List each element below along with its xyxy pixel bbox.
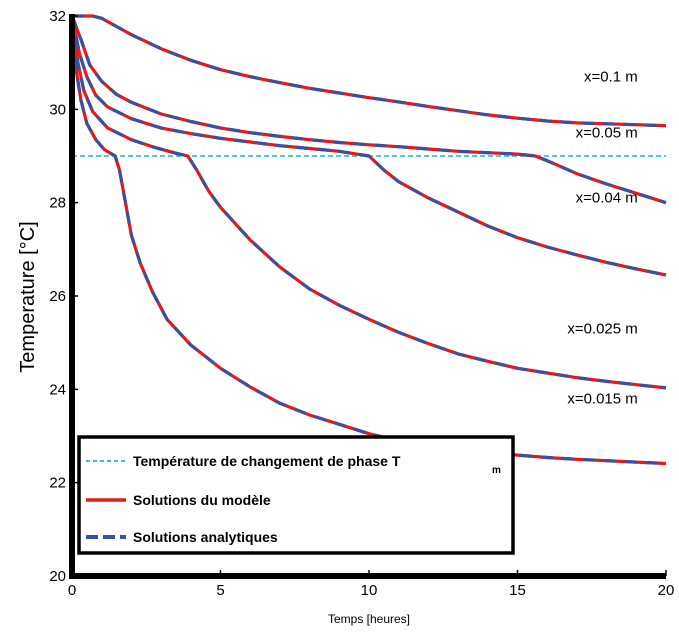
legend-label-model: Solutions du modèle xyxy=(133,492,271,508)
legend-label-tm-main: Température de changement de phase T xyxy=(133,453,401,469)
legend: Température de changement de phase T m S… xyxy=(77,435,515,555)
y-tick-label: 32 xyxy=(49,8,66,25)
series-annotation-4: x=0.025 m xyxy=(567,320,637,337)
series-model-line-1 xyxy=(72,14,667,128)
x-tick-label: 15 xyxy=(509,582,526,599)
legend-box xyxy=(77,435,515,555)
series-analytic-line-4 xyxy=(70,15,667,390)
legend-label-tm-subscript: m xyxy=(492,465,501,476)
x-tick-label: 0 xyxy=(68,582,76,599)
x-axis-title: Temps [heures] xyxy=(328,612,410,626)
series-model-line-3 xyxy=(70,15,667,277)
y-tick-label: 28 xyxy=(49,195,66,212)
series-analytic-line-1 xyxy=(72,14,667,128)
series-annotation-2: x=0.05 m xyxy=(576,124,638,141)
plot-lines xyxy=(70,14,667,466)
series-analytic-line-2 xyxy=(70,15,667,205)
legend-label-analytic: Solutions analytiques xyxy=(133,529,278,545)
x-tick-label: 10 xyxy=(361,582,378,599)
y-tick-label: 26 xyxy=(49,288,66,305)
series-analytic-line-5 xyxy=(70,15,667,466)
y-axis-title: Temperature [°C] xyxy=(17,221,39,372)
axis-ticks: 20 22 24 26 28 30 32 0 5 10 15 20 xyxy=(49,8,674,599)
y-tick-label: 22 xyxy=(49,475,66,492)
series-annotation-3: x=0.04 m xyxy=(576,190,638,207)
x-tick-label: 20 xyxy=(658,582,675,599)
series-annotation-5: x=0.015 m xyxy=(567,390,637,407)
y-tick-label: 20 xyxy=(49,568,66,585)
y-tick-label: 24 xyxy=(49,381,66,398)
x-tick-label: 5 xyxy=(216,582,224,599)
y-tick-label: 30 xyxy=(49,101,66,118)
series-annotation-1: x=0.1 m xyxy=(584,68,638,85)
series-model-line-2 xyxy=(70,15,667,205)
series-annotations: x=0.1 m x=0.05 m x=0.04 m x=0.025 m x=0.015 … xyxy=(567,68,637,407)
legend-label-tm: Température de changement de phase T xyxy=(133,453,401,469)
